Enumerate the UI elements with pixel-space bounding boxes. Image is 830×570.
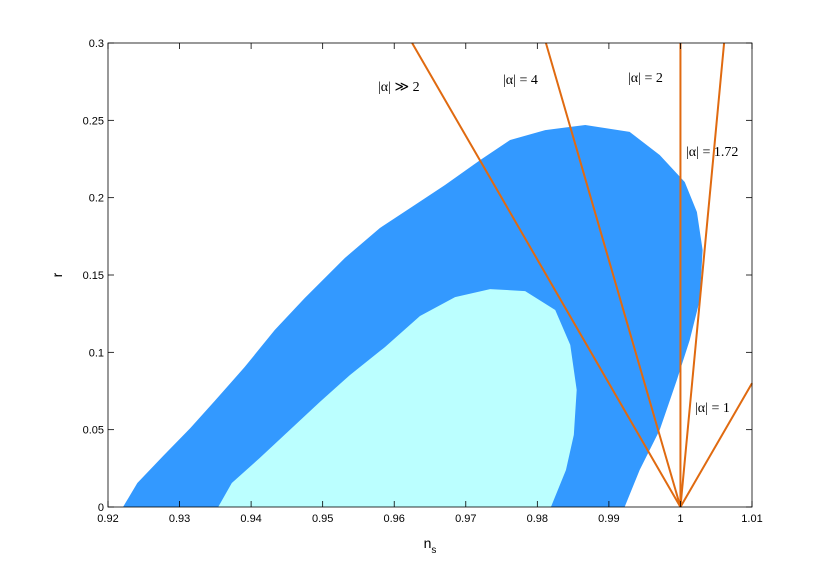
x-tick-label: 0.98 (527, 513, 548, 525)
y-tick-label: 0.3 (89, 38, 104, 50)
line-label: |α| ≫ 2 (378, 80, 420, 95)
x-label-main: n (424, 535, 432, 551)
x-tick-label: 1 (677, 513, 683, 525)
x-axis-label: ns (424, 535, 437, 556)
y-tick-label: 0.15 (83, 270, 104, 282)
y-tick-label: 0.1 (89, 347, 104, 359)
line-label: |α| = 4 (503, 73, 538, 88)
x-tick-label: 0.99 (598, 513, 619, 525)
x-label-subscript: s (431, 545, 436, 556)
alpha-line (544, 42, 682, 508)
y-tick-label: 0 (98, 502, 104, 514)
x-tick-label: 0.94 (240, 513, 261, 525)
line-label: |α| = 1 (695, 401, 730, 416)
x-tick-label: 0.96 (384, 513, 405, 525)
y-tick-label: 0.2 (89, 193, 104, 205)
y-axis-label: r (49, 272, 65, 277)
x-tick-label: 0.93 (169, 513, 190, 525)
line-label: |α| = 1.72 (686, 145, 738, 160)
x-tick-label: 1.01 (741, 513, 762, 525)
alpha-line (679, 42, 726, 508)
alpha-line (679, 382, 753, 508)
y-tick-label: 0.05 (83, 425, 104, 437)
confidence-region (218, 289, 577, 507)
x-tick-label: 0.95 (312, 513, 333, 525)
y-tick-label: 0.25 (83, 115, 104, 127)
alpha-line (411, 42, 682, 508)
x-tick-label: 0.97 (455, 513, 476, 525)
x-tick-label: 0.92 (97, 513, 118, 525)
line-label: |α| = 2 (628, 71, 663, 86)
